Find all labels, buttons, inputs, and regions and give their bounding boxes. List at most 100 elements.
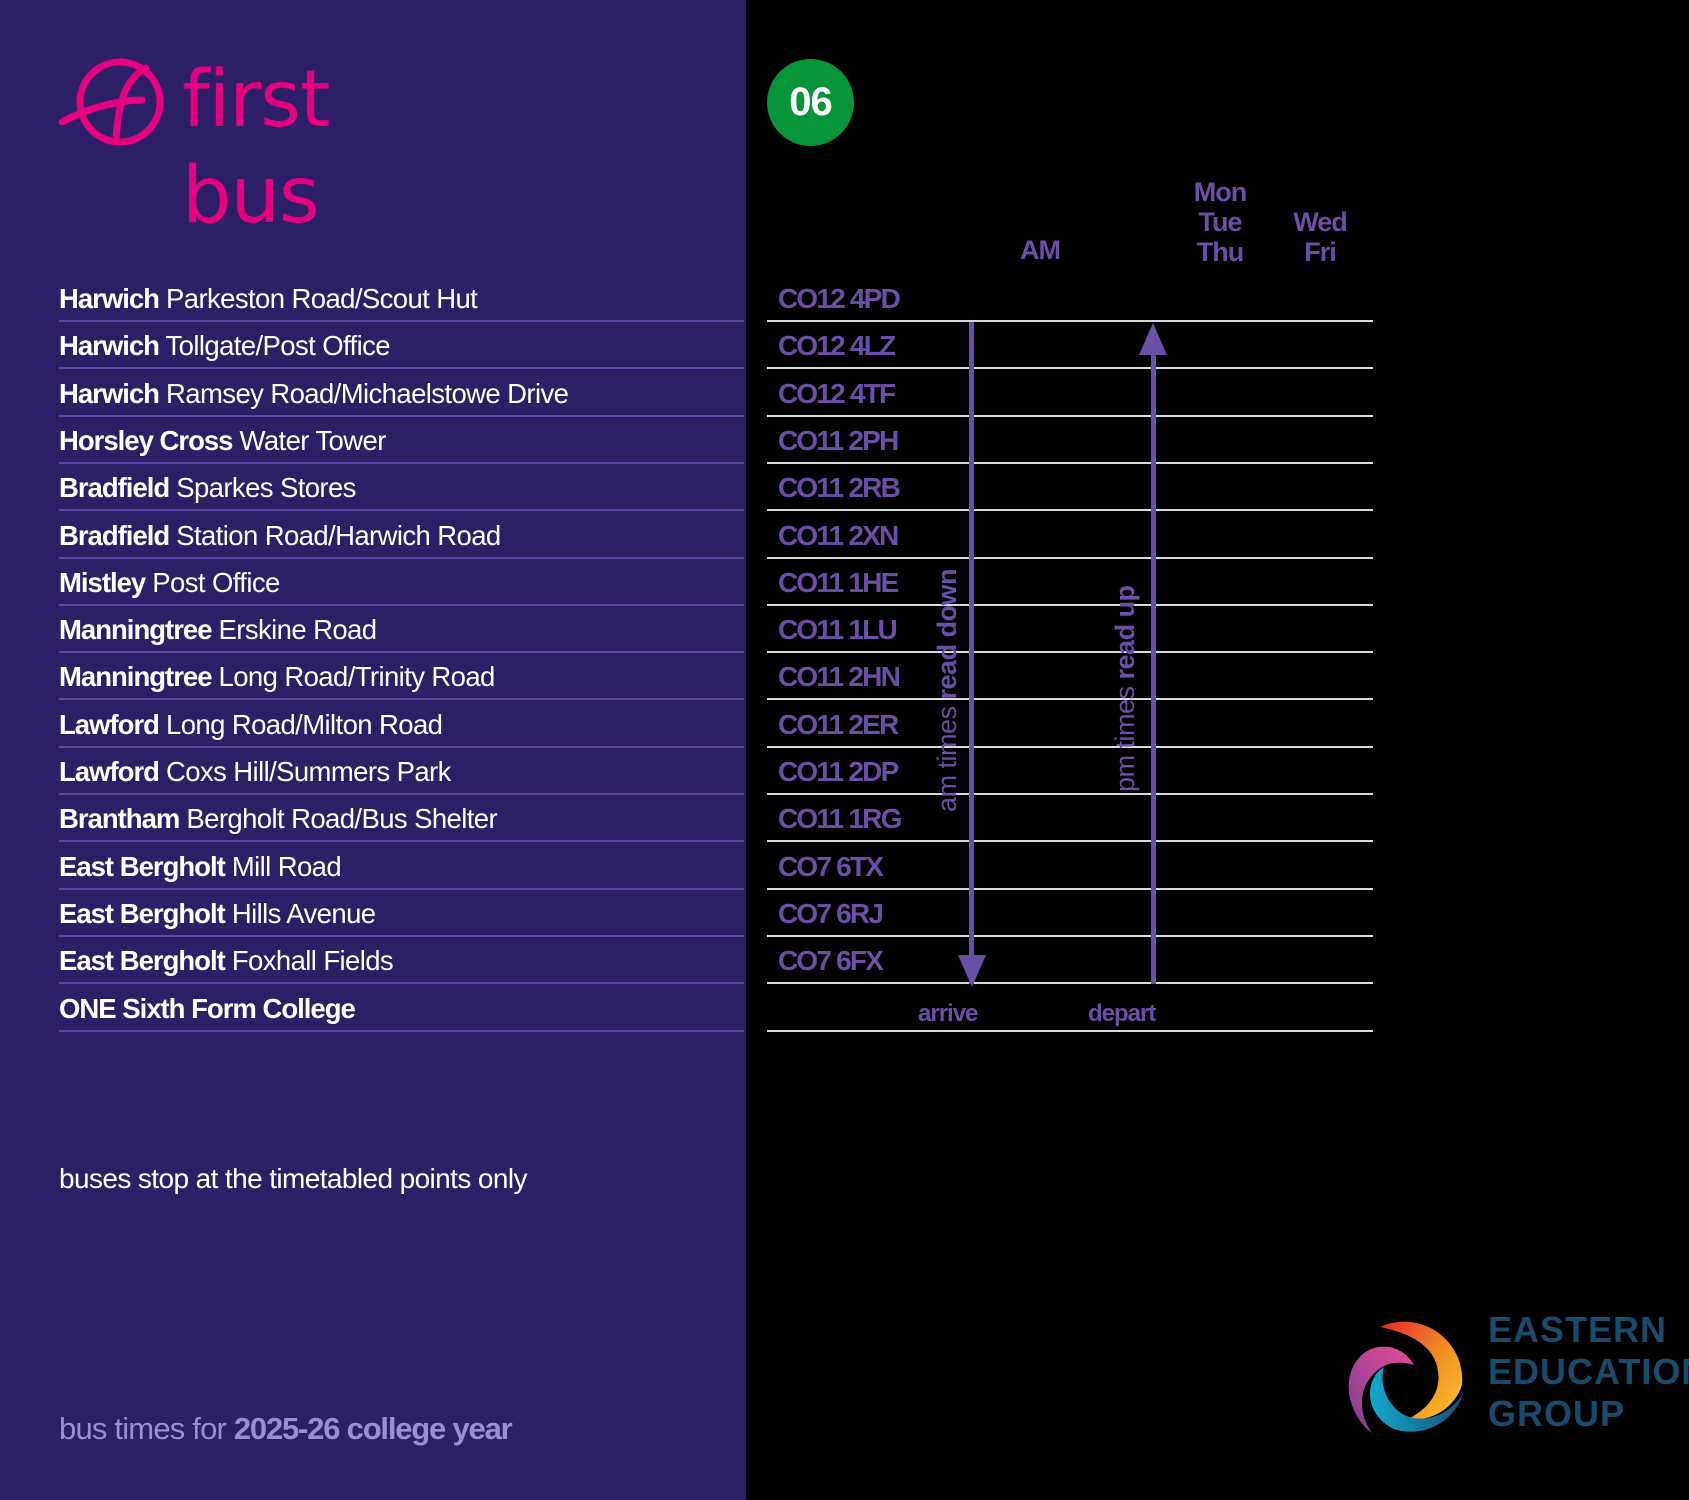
stop-name: Tollgate/Post Office — [165, 330, 391, 361]
timetable-row: CO11 2DP — [767, 748, 1373, 795]
stop-name: Post Office — [152, 567, 280, 598]
stop-row: Lawford Coxs Hill/Summers Park — [59, 748, 744, 795]
stop-town: Mistley — [59, 567, 146, 598]
arrow-up-icon — [1139, 323, 1167, 355]
day-tue: Tue — [1198, 207, 1243, 237]
stop-name: Sparkes Stores — [176, 472, 356, 503]
stop-town: Harwich — [59, 283, 160, 314]
stop-row: East Bergholt Hills Avenue — [59, 890, 744, 937]
stop-row: Harwich Ramsey Road/Michaelstowe Drive — [59, 370, 744, 417]
partner-line-1: EASTERN — [1488, 1309, 1668, 1350]
stop-row: Mistley Post Office — [59, 559, 744, 606]
postcode: CO11 2PH — [778, 425, 899, 456]
postcode: CO12 4LZ — [778, 330, 896, 361]
stop-name: Parkeston Road/Scout Hut — [166, 283, 478, 314]
timetable-row: CO7 6TX — [767, 843, 1373, 890]
stop-town: Bradfield — [59, 520, 170, 551]
postcode: CO11 1LU — [778, 614, 898, 645]
partner-line-3: GROUP — [1488, 1393, 1626, 1434]
stop-row: Bradfield Sparkes Stores — [59, 464, 744, 511]
stop-town: Manningtree — [59, 661, 212, 692]
year-prefix: bus times for — [59, 1411, 234, 1446]
arrive-label: arrive — [918, 1000, 978, 1027]
column-header-mon-tue-thu: Mon Tue Thu — [1180, 177, 1260, 267]
timetable-row: CO11 1RG — [767, 795, 1373, 842]
brand-name: first bus — [182, 55, 330, 241]
postcode: CO12 4PD — [778, 283, 901, 314]
stop-name: Erskine Road — [218, 614, 377, 645]
stop-town: Lawford — [59, 756, 160, 787]
am-prefix: am times — [932, 699, 962, 812]
timetable-row: CO11 2HN — [767, 653, 1373, 700]
stop-town: East Bergholt — [59, 851, 226, 882]
stop-row: Harwich Parkeston Road/Scout Hut — [59, 275, 744, 322]
postcode: CO11 2ER — [778, 709, 899, 740]
read-up-arrow-shaft — [1151, 350, 1156, 984]
timetable-row: CO7 6RJ — [767, 890, 1373, 937]
stop-row: Manningtree Erskine Road — [59, 606, 744, 653]
day-fri: Fri — [1304, 237, 1337, 267]
arrow-down-icon — [958, 955, 986, 987]
timetable-row: CO12 4PD — [767, 275, 1373, 322]
stop-note: buses stop at the timetabled points only — [59, 1163, 527, 1194]
timetable-row: CO12 4TF — [767, 370, 1373, 417]
stop-row: East Bergholt Foxhall Fields — [59, 937, 744, 984]
pm-prefix: pm times — [1110, 679, 1140, 792]
stop-name: Ramsey Road/Michaelstowe Drive — [166, 378, 569, 409]
day-thu: Thu — [1196, 237, 1244, 267]
stop-row: Brantham Bergholt Road/Bus Shelter — [59, 795, 744, 842]
postcode: CO12 4TF — [778, 378, 896, 409]
college-year-note: bus times for 2025-26 college year — [59, 1411, 513, 1447]
stop-name: Mill Road — [231, 851, 342, 882]
first-bus-logo: first bus — [58, 55, 488, 241]
eastern-education-group-logo: EASTERN EDUCATION GROUP — [1340, 1305, 1689, 1445]
stop-town: ONE Sixth Form College — [59, 993, 356, 1024]
stops-panel: first bus Harwich Parkeston Road/Scout H… — [0, 0, 746, 1500]
timetable-row: CO11 2XN — [767, 512, 1373, 559]
stop-row: Lawford Long Road/Milton Road — [59, 701, 744, 748]
postcode: CO7 6RJ — [778, 898, 884, 929]
stop-town: East Bergholt — [59, 898, 226, 929]
postcode: CO11 1HE — [778, 567, 899, 598]
column-header-am: AM — [1020, 235, 1061, 265]
timetable-row: CO7 6FX — [767, 937, 1373, 984]
timetable-row: CO11 2ER — [767, 701, 1373, 748]
stop-name: Bergholt Road/Bus Shelter — [186, 803, 498, 834]
stop-row: East Bergholt Mill Road — [59, 843, 744, 890]
postcode: CO7 6FX — [778, 945, 884, 976]
route-number-badge: 06 — [767, 59, 854, 146]
stop-row: ONE Sixth Form College — [59, 985, 744, 1032]
first-bus-f-circle-icon — [58, 58, 164, 146]
day-mon: Mon — [1193, 177, 1247, 207]
postcode: CO11 2HN — [778, 661, 901, 692]
postcode: CO11 1RG — [778, 803, 902, 834]
timetable-row: CO12 4LZ — [767, 322, 1373, 369]
timetable-row: CO11 2PH — [767, 417, 1373, 464]
stop-name: Water Tower — [239, 425, 387, 456]
stop-name: Foxhall Fields — [231, 945, 394, 976]
am-read-down-label: am times read down — [932, 569, 963, 812]
stop-row: Harwich Tollgate/Post Office — [59, 322, 744, 369]
postcode: CO11 2XN — [778, 520, 899, 551]
stop-name: Long Road/Milton Road — [166, 709, 443, 740]
stop-town: Bradfield — [59, 472, 170, 503]
pm-bold: read up — [1110, 585, 1140, 680]
column-header-wed-fri: Wed Fri — [1280, 207, 1360, 267]
stop-town: Horsley Cross — [59, 425, 233, 456]
stop-row: Bradfield Station Road/Harwich Road — [59, 512, 744, 559]
stop-town: Harwich — [59, 378, 160, 409]
stop-town: Manningtree — [59, 614, 212, 645]
stop-town: East Bergholt — [59, 945, 226, 976]
timetable-row: CO11 2RB — [767, 464, 1373, 511]
depart-label: depart — [1088, 1000, 1156, 1027]
timetable-row: CO11 1LU — [767, 606, 1373, 653]
am-bold: read down — [932, 568, 962, 700]
stop-name: Long Road/Trinity Road — [218, 661, 496, 692]
postcode: CO11 2DP — [778, 756, 899, 787]
stop-town: Brantham — [59, 803, 180, 834]
year-bold: 2025-26 college year — [233, 1411, 513, 1446]
stop-town: Harwich — [59, 330, 160, 361]
stop-row: Manningtree Long Road/Trinity Road — [59, 653, 744, 700]
postcode: CO11 2RB — [778, 472, 901, 503]
stop-name: Station Road/Harwich Road — [176, 520, 501, 551]
